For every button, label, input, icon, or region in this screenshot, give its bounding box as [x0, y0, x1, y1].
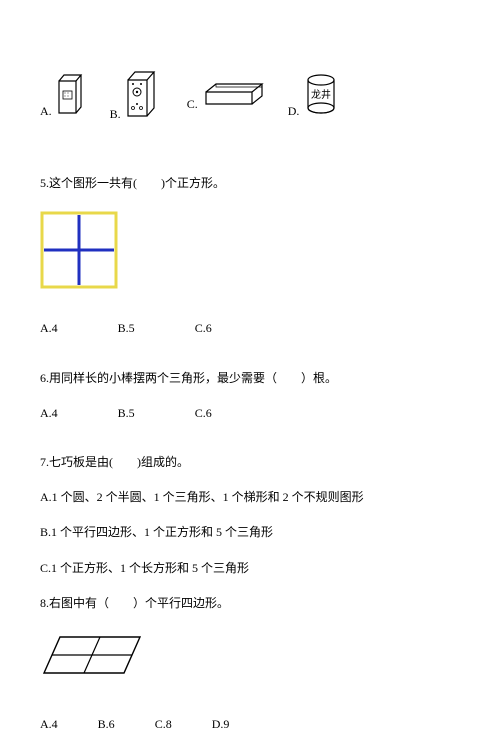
q5-figure [40, 211, 118, 289]
q7-text: 7.七巧板是由( )组成的。 [40, 453, 460, 472]
flat-box-icon [202, 80, 266, 114]
q6-opt-a: A.4 [40, 404, 58, 423]
q6-options: A.4 B.5 C.6 [40, 404, 460, 423]
book-shape-icon [56, 73, 84, 121]
q8-options: A.4 B.6 C.8 D.9 [40, 715, 460, 734]
q4-options-row: A. B. [40, 70, 460, 124]
q8-text: 8.右图中有（ ）个平行四边形。 [40, 594, 460, 613]
q7-opt-c: C.1 个正方形、1 个长方形和 5 个三角形 [40, 559, 460, 578]
q4-label-c: C. [187, 95, 198, 114]
cylinder-text: 龙井 [311, 88, 331, 101]
q7-opt-b: B.1 个平行四边形、1 个正方形和 5 个三角形 [40, 523, 460, 542]
cuboid-speaker-icon [125, 70, 159, 124]
q5-text: 5.这个图形一共有( )个正方形。 [40, 174, 460, 193]
q4-option-d: D. 龙井 [288, 73, 340, 121]
q5-opt-b: B.5 [118, 319, 135, 338]
q6-opt-b: B.5 [118, 404, 135, 423]
q6-opt-c: C.6 [195, 404, 212, 423]
q6-text: 6.用同样长的小棒摆两个三角形，最少需要（ ）根。 [40, 369, 460, 388]
q8-figure [40, 631, 460, 685]
q5-opt-c: C.6 [195, 319, 212, 338]
q5-opt-a: A.4 [40, 319, 58, 338]
cylinder-can-icon: 龙井 [303, 73, 339, 121]
parallelogram-grid-icon [40, 631, 150, 679]
q7-opt-a: A.1 个圆、2 个半圆、1 个三角形、1 个梯形和 2 个不规则图形 [40, 488, 460, 507]
q4-option-c: C. [187, 80, 266, 114]
square-grid-icon [40, 211, 118, 289]
q4-label-b: B. [110, 105, 121, 124]
q4-option-a: A. [40, 73, 84, 121]
q5-options: A.4 B.5 C.6 [40, 319, 460, 338]
q8-opt-b: B.6 [98, 715, 115, 734]
q8-opt-a: A.4 [40, 715, 58, 734]
q8-opt-d: D.9 [212, 715, 230, 734]
q4-label-a: A. [40, 102, 52, 121]
q4-label-d: D. [288, 102, 300, 121]
q8-opt-c: C.8 [155, 715, 172, 734]
q4-option-b: B. [110, 70, 159, 124]
